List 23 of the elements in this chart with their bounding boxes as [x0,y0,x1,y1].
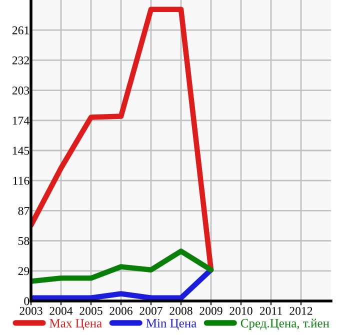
y-tick-label: 0 [24,297,30,306]
x-tick-label: 2009 [200,306,222,315]
x-tick-label: 2011 [260,306,282,315]
legend-label: Min Цена [146,319,196,330]
y-tick-label: 261 [12,26,29,34]
legend-label: Сред.Цена, т.йен [240,318,330,330]
y-tick-label: 203 [12,86,30,95]
y-tick-label: 87 [18,206,30,215]
x-tick-label: 2012 [290,306,312,315]
y-tick-label: 232 [12,56,29,64]
x-tick-label: 2006 [110,306,132,315]
x-tick-label: 2010 [230,306,252,315]
x-tick-label: 2003 [20,306,42,315]
x-tick-label: 2008 [170,306,192,315]
y-tick-label: 145 [12,146,30,155]
x-tick-label: 2007 [140,306,162,315]
y-tick-label: 116 [13,176,30,185]
x-tick-label: 2004 [50,306,73,315]
y-tick-label: 29 [18,267,30,276]
y-tick-label: 58 [18,237,30,246]
legend-label: Max Цена [50,319,102,330]
y-tick-label: 174 [12,116,30,124]
x-tick-label: 2005 [80,306,102,315]
